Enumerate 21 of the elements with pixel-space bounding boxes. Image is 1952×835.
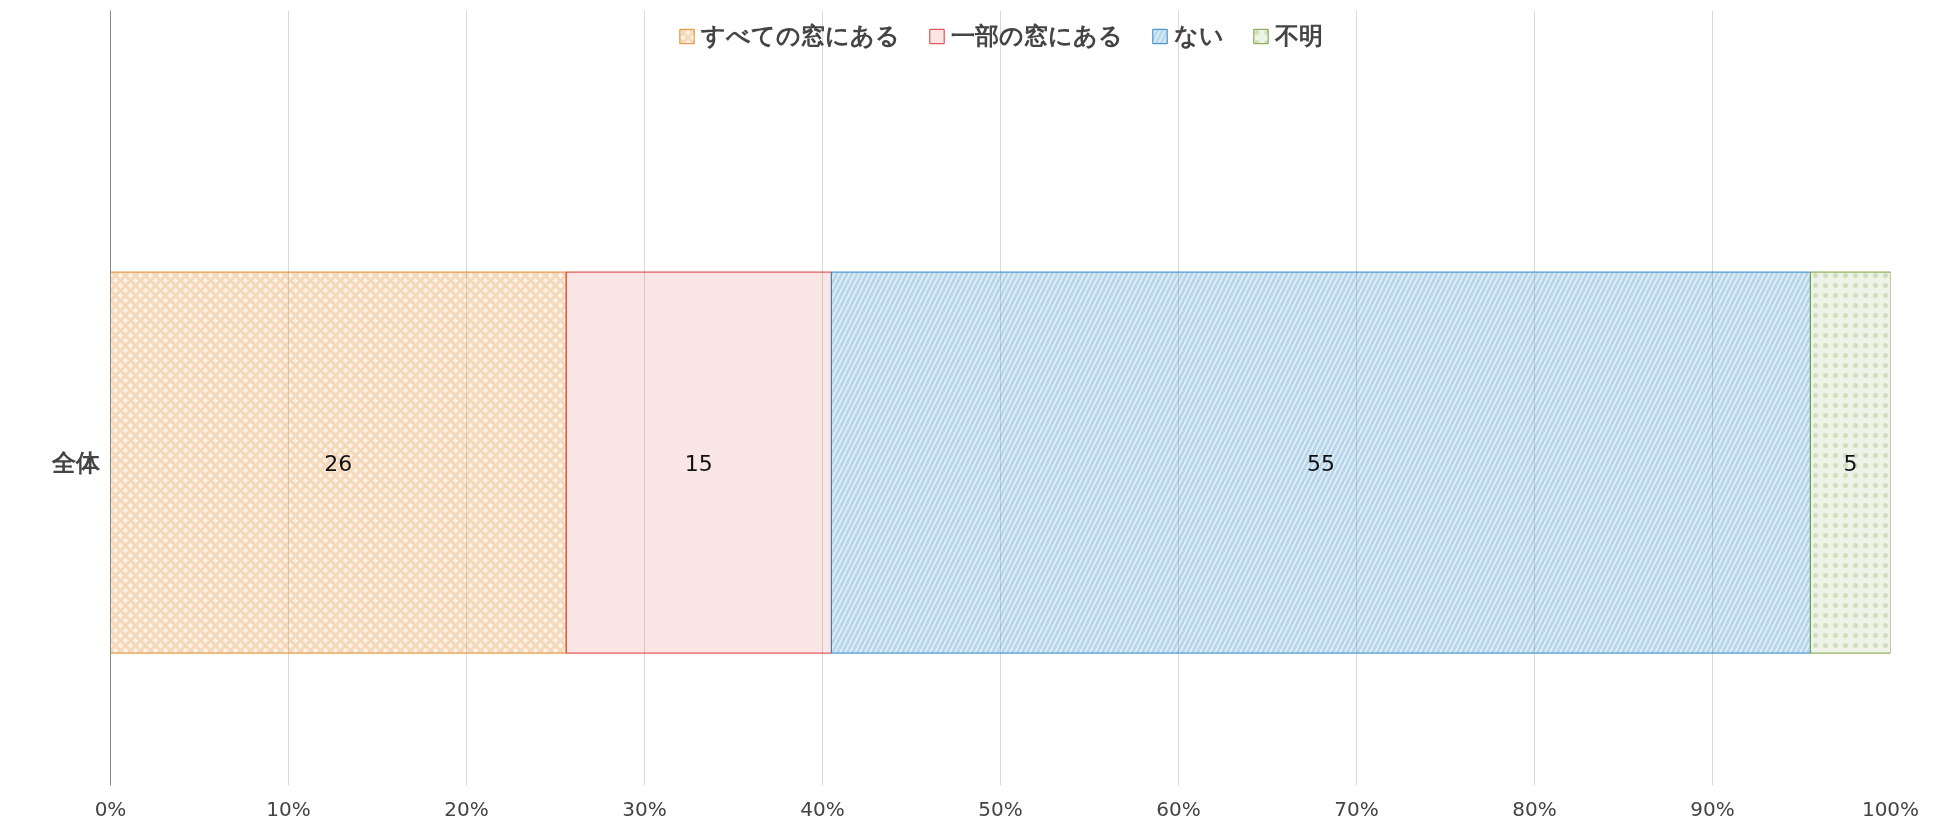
x-tick-label: 30% [622, 796, 667, 821]
x-tick-label: 10% [266, 796, 311, 821]
x-tick-label: 60% [1156, 796, 1201, 821]
x-tick-label: 0% [94, 796, 127, 821]
x-tick-label: 40% [800, 796, 845, 821]
legend-label: 一部の窓にある [950, 21, 1123, 51]
text: 55 [1306, 450, 1335, 476]
legend-label: すべての窓にある [700, 21, 900, 51]
text: 26 [324, 450, 353, 476]
x-tick-label: 70% [1334, 796, 1379, 821]
bar [565, 271, 832, 654]
x-tick-label: 50% [978, 796, 1023, 821]
text: 5 [1843, 450, 1858, 476]
x-tick-label: 100% [1861, 796, 1920, 821]
y-tick-label: 全体 [50, 449, 101, 477]
legend-label: ない [1173, 21, 1224, 51]
text: 15 [684, 450, 713, 476]
x-tick-label: 80% [1512, 796, 1557, 821]
legend-label: 不明 [1274, 21, 1323, 51]
x-tick-label: 20% [444, 796, 489, 821]
x-tick-label: 90% [1690, 796, 1735, 821]
